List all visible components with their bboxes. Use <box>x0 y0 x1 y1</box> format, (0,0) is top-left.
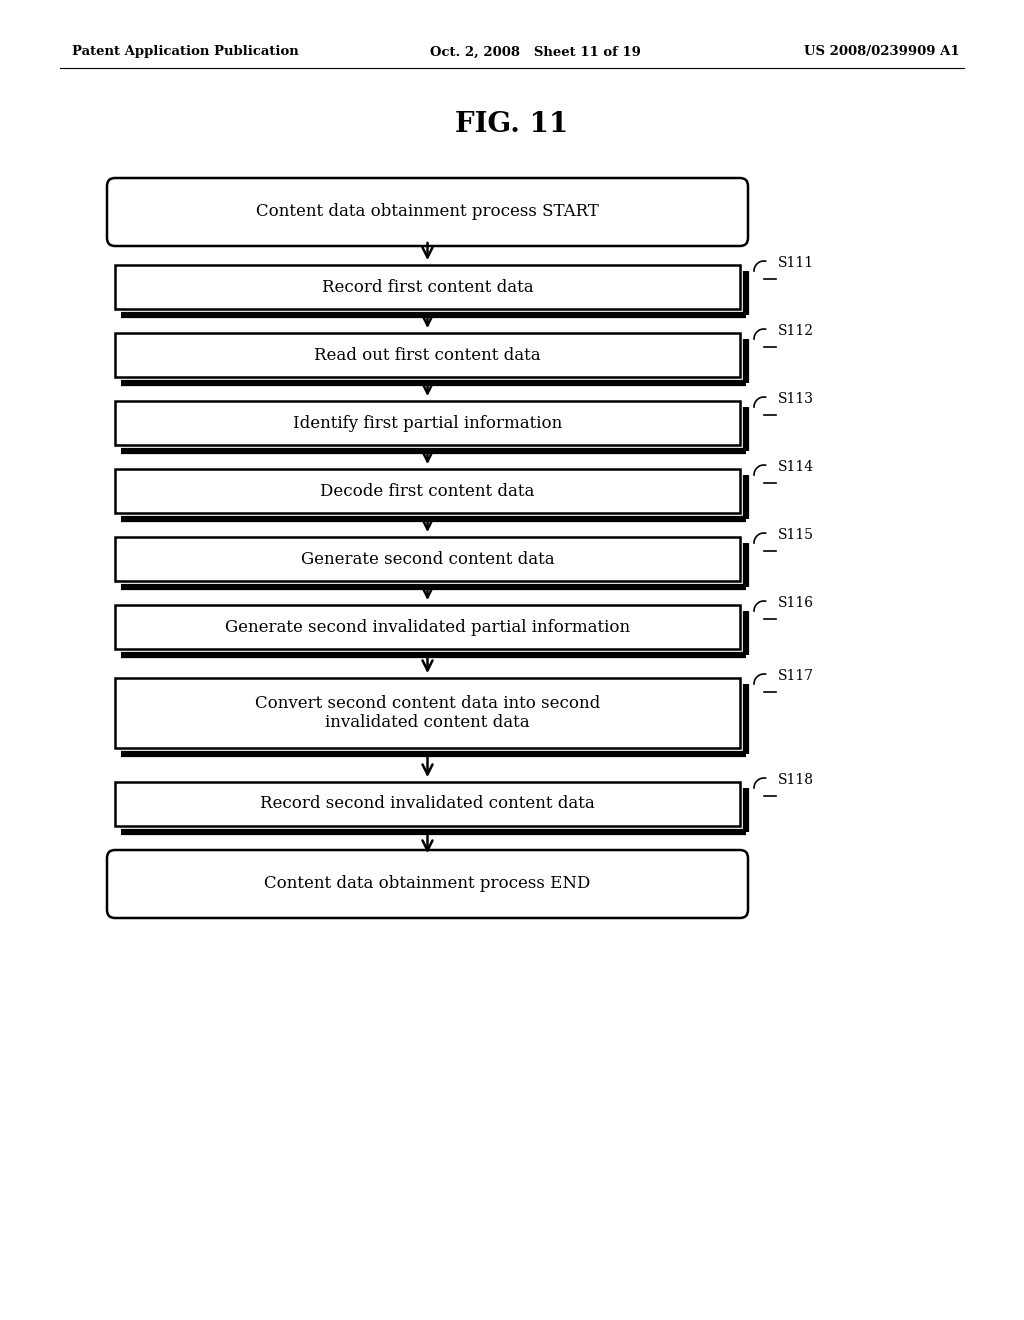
Bar <box>115 333 740 378</box>
Text: Record second invalidated content data: Record second invalidated content data <box>260 796 595 813</box>
Text: S115: S115 <box>778 528 814 543</box>
Text: S116: S116 <box>778 597 814 610</box>
Text: Patent Application Publication: Patent Application Publication <box>72 45 299 58</box>
Text: Convert second content data into second
invalidated content data: Convert second content data into second … <box>255 694 600 731</box>
Text: Generate second content data: Generate second content data <box>301 550 554 568</box>
Text: Identify first partial information: Identify first partial information <box>293 414 562 432</box>
Bar <box>115 265 740 309</box>
Text: Decode first content data: Decode first content data <box>321 483 535 499</box>
Text: S112: S112 <box>778 323 814 338</box>
Text: US 2008/0239909 A1: US 2008/0239909 A1 <box>805 45 961 58</box>
Bar <box>115 605 740 649</box>
FancyBboxPatch shape <box>106 178 748 246</box>
FancyBboxPatch shape <box>106 850 748 917</box>
Text: Content data obtainment process END: Content data obtainment process END <box>264 875 591 892</box>
Bar <box>115 537 740 581</box>
Text: Content data obtainment process START: Content data obtainment process START <box>256 203 599 220</box>
Text: Generate second invalidated partial information: Generate second invalidated partial info… <box>225 619 630 635</box>
Text: S117: S117 <box>778 669 814 682</box>
Text: Read out first content data: Read out first content data <box>314 346 541 363</box>
Text: S114: S114 <box>778 459 814 474</box>
Text: S111: S111 <box>778 256 814 271</box>
Text: S113: S113 <box>778 392 814 407</box>
Bar <box>115 678 740 748</box>
Text: Oct. 2, 2008   Sheet 11 of 19: Oct. 2, 2008 Sheet 11 of 19 <box>430 45 641 58</box>
Bar <box>115 469 740 513</box>
Bar <box>115 781 740 826</box>
Text: S118: S118 <box>778 774 814 787</box>
Bar <box>115 401 740 445</box>
Text: Record first content data: Record first content data <box>322 279 534 296</box>
Text: FIG. 11: FIG. 11 <box>456 111 568 139</box>
